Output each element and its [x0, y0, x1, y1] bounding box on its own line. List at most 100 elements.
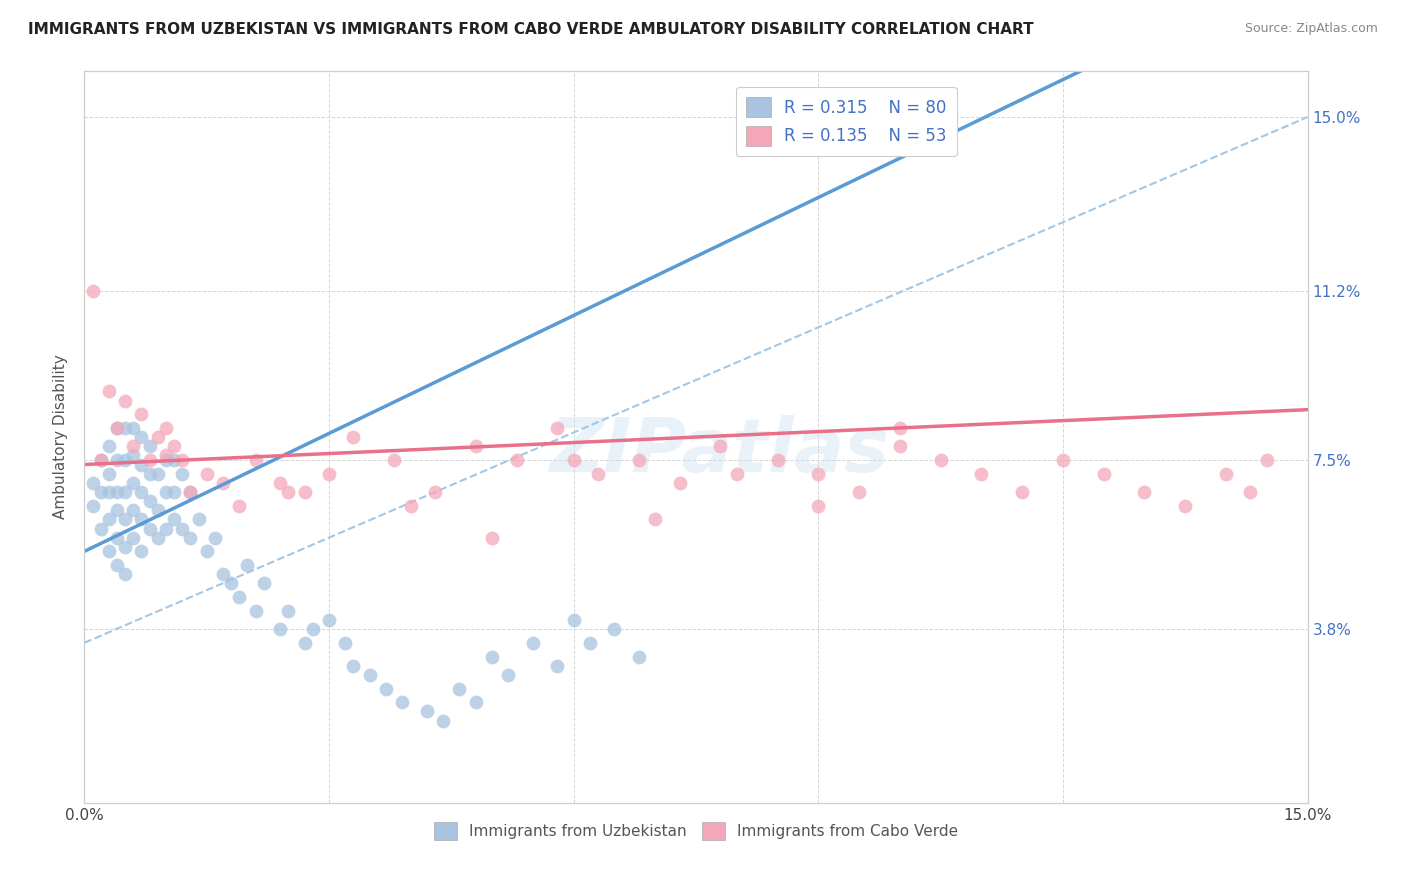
Point	[277, 485, 299, 500]
Point	[848, 485, 870, 500]
Point	[423, 485, 446, 500]
Point	[212, 475, 235, 490]
Point	[970, 467, 993, 481]
Point	[114, 567, 136, 582]
Point	[212, 567, 235, 582]
Point	[114, 540, 136, 554]
Point	[627, 649, 650, 664]
Text: ZIPatlas: ZIPatlas	[550, 415, 890, 488]
Point	[90, 453, 112, 467]
Point	[172, 453, 194, 467]
Point	[269, 622, 291, 636]
Point	[253, 576, 276, 591]
Point	[228, 590, 250, 604]
Point	[432, 714, 454, 728]
Point	[562, 453, 585, 467]
Point	[163, 485, 186, 500]
Point	[97, 544, 120, 558]
Point	[97, 384, 120, 399]
Point	[122, 439, 145, 453]
Point	[131, 430, 153, 444]
Point	[464, 695, 486, 709]
Point	[155, 485, 177, 500]
Point	[82, 475, 104, 490]
Point	[146, 531, 169, 545]
Point	[105, 485, 128, 500]
Point	[522, 636, 544, 650]
Point	[195, 467, 218, 481]
Point	[359, 667, 381, 681]
Point	[146, 430, 169, 444]
Point	[114, 453, 136, 467]
Point	[301, 622, 323, 636]
Point	[294, 485, 316, 500]
Point	[90, 521, 112, 535]
Point	[114, 485, 136, 500]
Point	[155, 453, 177, 467]
Legend: Immigrants from Uzbekistan, Immigrants from Cabo Verde: Immigrants from Uzbekistan, Immigrants f…	[427, 815, 965, 847]
Point	[122, 475, 145, 490]
Point	[105, 503, 128, 517]
Point	[105, 453, 128, 467]
Point	[586, 467, 609, 481]
Point	[105, 421, 128, 435]
Point	[122, 449, 145, 463]
Point	[163, 453, 186, 467]
Point	[179, 485, 201, 500]
Point	[138, 439, 160, 453]
Y-axis label: Ambulatory Disability: Ambulatory Disability	[53, 355, 69, 519]
Point	[1215, 467, 1237, 481]
Point	[114, 512, 136, 526]
Point	[138, 453, 160, 467]
Point	[498, 667, 520, 681]
Point	[562, 613, 585, 627]
Point	[122, 531, 145, 545]
Point	[399, 499, 422, 513]
Point	[342, 430, 364, 444]
Point	[342, 658, 364, 673]
Point	[889, 421, 911, 435]
Point	[97, 512, 120, 526]
Point	[464, 439, 486, 453]
Point	[131, 407, 153, 421]
Point	[187, 512, 209, 526]
Point	[179, 531, 201, 545]
Point	[114, 393, 136, 408]
Point	[449, 681, 471, 696]
Point	[82, 499, 104, 513]
Point	[294, 636, 316, 650]
Point	[277, 604, 299, 618]
Point	[1011, 485, 1033, 500]
Point	[138, 521, 160, 535]
Point	[709, 439, 731, 453]
Text: Source: ZipAtlas.com: Source: ZipAtlas.com	[1244, 22, 1378, 36]
Point	[146, 503, 169, 517]
Point	[807, 499, 830, 513]
Point	[195, 544, 218, 558]
Point	[766, 453, 789, 467]
Point	[228, 499, 250, 513]
Point	[122, 421, 145, 435]
Point	[644, 512, 666, 526]
Point	[105, 558, 128, 573]
Point	[245, 453, 267, 467]
Point	[172, 467, 194, 481]
Point	[97, 467, 120, 481]
Point	[105, 531, 128, 545]
Point	[1092, 467, 1115, 481]
Point	[1052, 453, 1074, 467]
Point	[82, 284, 104, 298]
Point	[90, 453, 112, 467]
Point	[1256, 453, 1278, 467]
Point	[481, 649, 503, 664]
Point	[146, 467, 169, 481]
Text: IMMIGRANTS FROM UZBEKISTAN VS IMMIGRANTS FROM CABO VERDE AMBULATORY DISABILITY C: IMMIGRANTS FROM UZBEKISTAN VS IMMIGRANTS…	[28, 22, 1033, 37]
Point	[382, 453, 405, 467]
Point	[155, 421, 177, 435]
Point	[725, 467, 748, 481]
Point	[131, 458, 153, 472]
Point	[1133, 485, 1156, 500]
Point	[131, 544, 153, 558]
Point	[318, 467, 340, 481]
Point	[138, 467, 160, 481]
